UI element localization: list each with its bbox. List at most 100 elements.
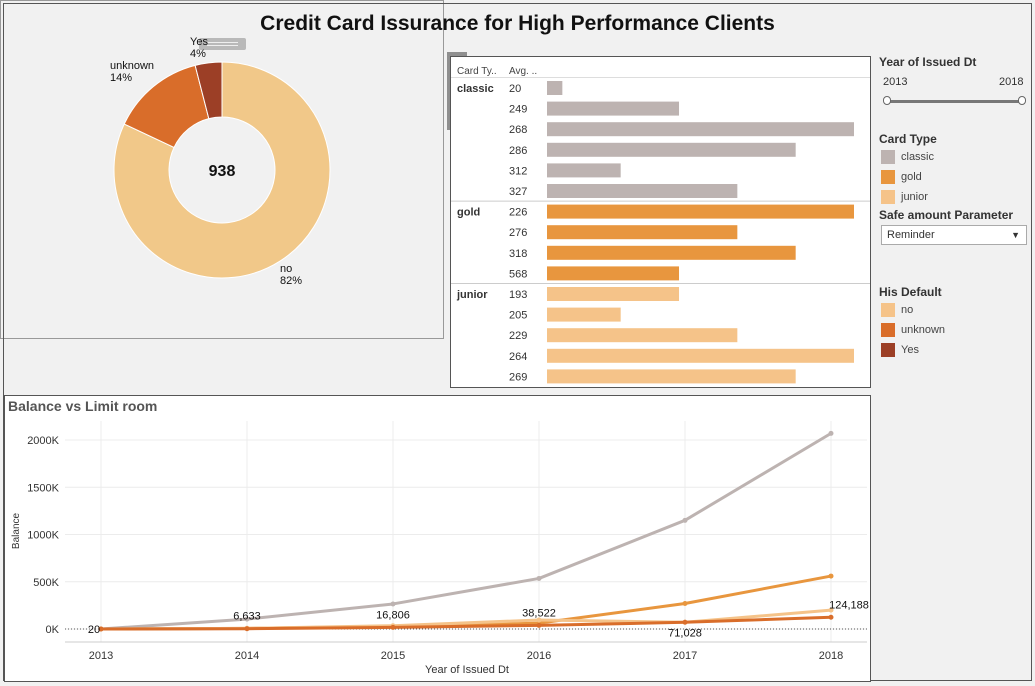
row-label: 286 (509, 145, 527, 157)
bar-classic-327[interactable] (547, 184, 738, 198)
donut-slice-no[interactable] (113, 61, 331, 279)
series-point[interactable] (536, 622, 542, 628)
bar-classic-312[interactable] (547, 163, 621, 178)
data-label: 124,188 (829, 599, 869, 611)
safe-amount-select[interactable]: Reminder ▼ (881, 225, 1027, 245)
series-point[interactable] (390, 624, 396, 630)
year-min-label: 2013 (883, 76, 908, 88)
donut-slice-yes[interactable] (194, 61, 223, 120)
row-label: 318 (509, 248, 527, 260)
row-label: 226 (509, 207, 527, 219)
x-tick-label: 2017 (673, 650, 697, 662)
row-label: 276 (509, 227, 527, 239)
donut-slice-pct: 4% (190, 48, 206, 60)
y-tick-label: 1500K (27, 482, 59, 494)
data-label: 16,806 (376, 609, 410, 621)
x-tick-label: 2013 (89, 650, 113, 662)
drag-handle[interactable] (199, 38, 246, 50)
line-chart-panel: Balance vs Limit room 0K 500K 1000K 1500K 20… (4, 395, 871, 682)
data-label: 20 (88, 624, 100, 636)
bar-classic-249[interactable] (547, 101, 680, 116)
x-axis-title: Year of Issued Dt (425, 664, 509, 676)
series-point[interactable] (98, 626, 104, 632)
bar-junior-264[interactable] (547, 348, 854, 363)
safe-amount-value: Reminder (887, 229, 935, 241)
data-label: 71,028 (668, 627, 702, 639)
row-label: 229 (509, 330, 527, 342)
default-legend-title: His Default (879, 285, 942, 299)
y-axis-title: Balance (11, 512, 22, 549)
donut-slice-name: unknown (110, 60, 154, 72)
series-point[interactable] (828, 607, 834, 613)
bar-junior-269[interactable] (547, 369, 796, 384)
group-label-classic: classic (457, 83, 494, 95)
donut-slice-name: no (280, 263, 292, 275)
series-point[interactable] (244, 616, 250, 622)
series-line-0[interactable] (100, 432, 832, 631)
legend-swatch (881, 323, 895, 337)
bar-classic-268[interactable] (547, 122, 854, 137)
row-label: 249 (509, 104, 527, 116)
year-filter-title: Year of Issued Dt (879, 55, 977, 69)
series-point[interactable] (828, 573, 834, 579)
legend-swatch (881, 343, 895, 357)
series-point[interactable] (536, 617, 542, 623)
legend-label: no (901, 304, 914, 316)
year-max-label: 2018 (999, 76, 1024, 88)
row-label: 327 (509, 186, 527, 198)
row-label: 264 (509, 351, 527, 363)
bar-junior-193[interactable] (547, 287, 680, 301)
y-tick-label: 0K (46, 624, 60, 636)
series-point[interactable] (682, 517, 688, 523)
bar-gold-318[interactable] (547, 245, 796, 260)
line-chart-title: Balance vs Limit room (8, 398, 158, 414)
legend-swatch (881, 303, 895, 317)
row-label: 268 (509, 124, 527, 136)
x-tick-label: 2015 (381, 650, 405, 662)
year-slider-max-handle[interactable] (1018, 96, 1026, 105)
series-point[interactable] (390, 601, 396, 607)
x-tick-label: 2018 (819, 650, 843, 662)
bar-gold-226[interactable] (547, 204, 854, 219)
chevron-down-icon: ▼ (1011, 230, 1020, 240)
bar-junior-205[interactable] (547, 307, 621, 322)
year-slider-min-handle[interactable] (883, 96, 891, 105)
bar-junior-229[interactable] (547, 328, 738, 343)
year-slider-track[interactable] (887, 100, 1022, 103)
series-point[interactable] (828, 614, 834, 620)
bar-table-panel: Card Ty.. Avg. .. classic 20 249 268 286 312 327… (450, 56, 871, 388)
data-label: 6,633 (233, 610, 261, 622)
bar-gold-276[interactable] (547, 225, 738, 240)
card-type-column-header[interactable]: Card Ty.. (457, 66, 497, 77)
avg-column-header[interactable]: Avg. .. (509, 66, 537, 77)
card-type-legend-title: Card Type (879, 132, 937, 146)
row-label: 205 (509, 310, 527, 322)
row-label: 312 (509, 165, 527, 177)
series-point[interactable] (244, 626, 250, 632)
legend-label: unknown (901, 324, 946, 336)
series-point[interactable] (682, 619, 688, 625)
series-point[interactable] (682, 600, 688, 606)
donut-inner: no 82% unknown 14% Yes 4% 938 (3, 3, 1032, 681)
donut-center-total: 938 (209, 163, 236, 180)
bar-classic-286[interactable] (547, 142, 796, 157)
legend-label: Yes (901, 344, 919, 356)
group-label-gold: gold (457, 207, 480, 219)
row-label: 20 (509, 83, 521, 95)
dashboard-title: Credit Card Issurance for High Performan… (260, 12, 775, 35)
row-label: 193 (509, 289, 527, 301)
series-point[interactable] (536, 575, 542, 581)
row-label: 568 (509, 268, 527, 280)
bar-gold-568[interactable] (547, 266, 680, 281)
x-tick-label: 2016 (527, 650, 551, 662)
bar-classic-20[interactable] (547, 81, 563, 95)
x-tick-label: 2014 (235, 650, 259, 662)
y-tick-label: 500K (33, 577, 59, 589)
series-line-3[interactable] (100, 615, 832, 631)
series-point[interactable] (828, 430, 834, 436)
donut-slice-pct: 82% (280, 275, 302, 287)
y-tick-label: 1000K (27, 530, 59, 542)
